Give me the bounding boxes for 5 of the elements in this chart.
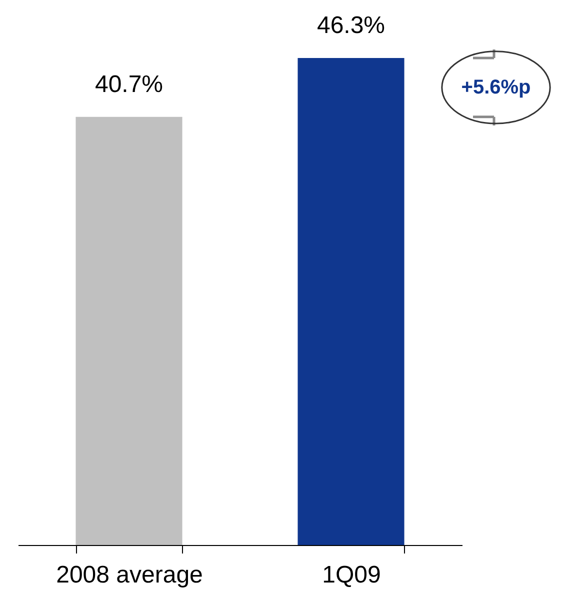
data-label: 46.3% [316, 12, 386, 39]
x-tick-label: 2008 average [56, 562, 203, 588]
data-label: 40.7% [94, 70, 164, 98]
x-tick-label: 1Q09 [322, 562, 381, 588]
annotation: +5.6%p [461, 76, 531, 98]
